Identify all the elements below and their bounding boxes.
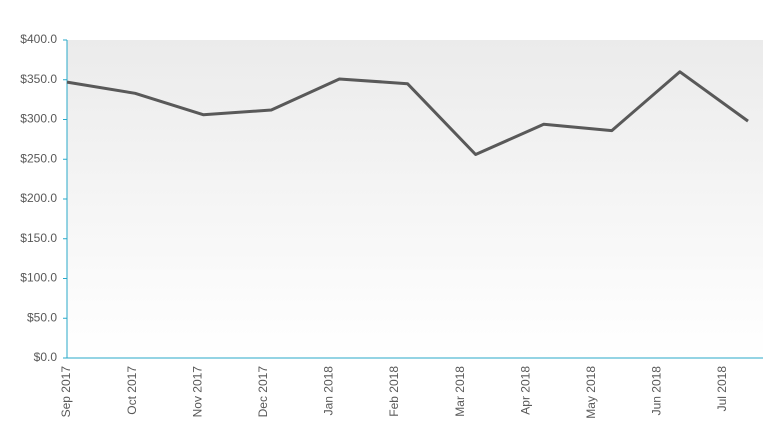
y-tick-label: $50.0 xyxy=(27,310,57,324)
x-tick-label: Oct 2017 xyxy=(125,366,139,415)
y-tick-label: $250.0 xyxy=(20,151,57,165)
line xyxy=(66,70,749,156)
y-tick-label: $200.0 xyxy=(20,191,57,205)
x-tick-label: Jun 2018 xyxy=(650,366,664,416)
x-tick-label: May 2018 xyxy=(584,366,598,419)
y-tick-label: $300.0 xyxy=(20,112,57,126)
y-tick-label: $0.0 xyxy=(34,350,58,364)
y-tick-label: $400.0 xyxy=(20,32,57,46)
x-tick-label: Mar 2018 xyxy=(453,366,467,417)
plot-area xyxy=(67,40,763,358)
x-tick-label: Sep 2017 xyxy=(59,366,73,418)
x-tick-label: Jan 2018 xyxy=(322,366,336,416)
y-tick-label: $100.0 xyxy=(20,271,57,285)
x-tick-label: Nov 2017 xyxy=(190,366,204,418)
y-tick-label: $150.0 xyxy=(20,231,57,245)
x-tick-label: Dec 2017 xyxy=(256,366,270,418)
x-tick-label: Jul 2018 xyxy=(715,366,729,412)
x-tick-label: Apr 2018 xyxy=(518,366,532,415)
y-tick-label: $350.0 xyxy=(20,72,57,86)
x-tick-label: Feb 2018 xyxy=(387,366,401,417)
